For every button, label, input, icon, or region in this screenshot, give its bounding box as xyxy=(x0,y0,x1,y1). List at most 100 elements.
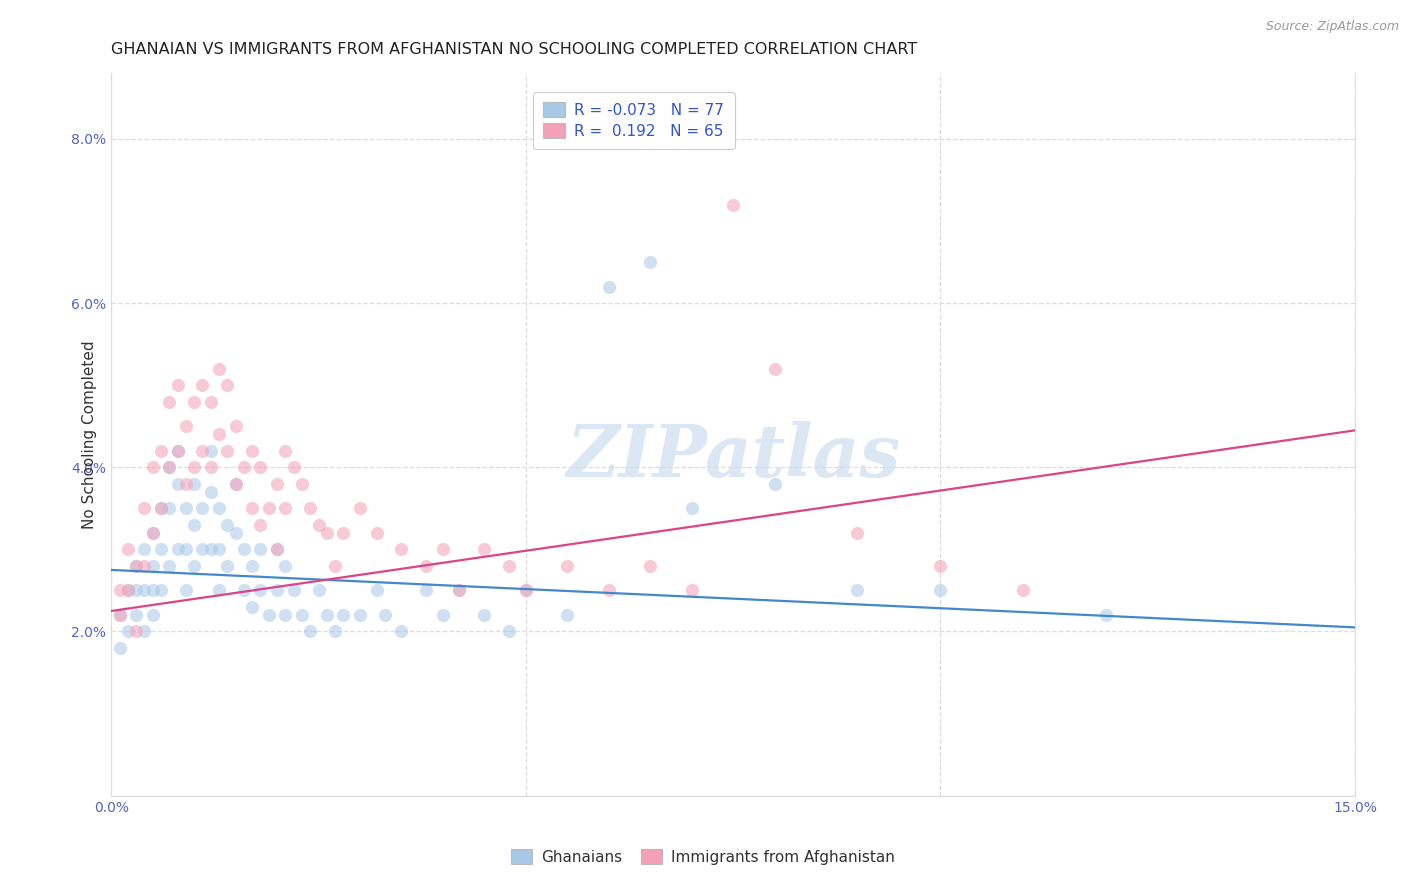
Point xyxy=(763,361,786,376)
Point xyxy=(200,394,222,409)
Point xyxy=(274,558,297,573)
Point xyxy=(134,501,156,516)
Point xyxy=(266,542,288,557)
Point xyxy=(174,419,197,434)
Point xyxy=(166,476,188,491)
Point xyxy=(249,542,271,557)
Point xyxy=(266,476,288,491)
Point xyxy=(217,558,239,573)
Point xyxy=(117,583,139,598)
Point xyxy=(134,583,156,598)
Point xyxy=(142,558,165,573)
Point xyxy=(157,501,180,516)
Point xyxy=(142,583,165,598)
Point xyxy=(125,624,148,639)
Point xyxy=(108,583,131,598)
Point xyxy=(391,624,413,639)
Y-axis label: No Schooling Completed: No Schooling Completed xyxy=(83,340,97,529)
Point xyxy=(299,501,322,516)
Point xyxy=(323,624,346,639)
Point xyxy=(208,583,231,598)
Point xyxy=(217,378,239,392)
Point xyxy=(108,640,131,655)
Point xyxy=(134,542,156,557)
Point xyxy=(108,608,131,623)
Point xyxy=(225,476,247,491)
Point xyxy=(681,501,703,516)
Point xyxy=(225,419,247,434)
Point xyxy=(217,443,239,458)
Point xyxy=(232,542,254,557)
Point xyxy=(157,460,180,475)
Point xyxy=(763,476,786,491)
Point xyxy=(257,608,280,623)
Point xyxy=(846,526,869,541)
Point xyxy=(374,608,396,623)
Point xyxy=(291,476,314,491)
Point xyxy=(157,558,180,573)
Point xyxy=(217,517,239,532)
Point xyxy=(391,542,413,557)
Point xyxy=(108,608,131,623)
Point xyxy=(240,599,263,614)
Point xyxy=(498,558,520,573)
Point xyxy=(721,197,744,211)
Point xyxy=(515,583,537,598)
Point xyxy=(449,583,471,598)
Point xyxy=(142,526,165,541)
Point xyxy=(208,501,231,516)
Point xyxy=(157,460,180,475)
Point xyxy=(208,542,231,557)
Point xyxy=(266,542,288,557)
Point xyxy=(232,460,254,475)
Point xyxy=(638,558,661,573)
Point xyxy=(174,476,197,491)
Point xyxy=(166,443,188,458)
Point xyxy=(366,583,388,598)
Point xyxy=(555,608,578,623)
Point xyxy=(183,517,205,532)
Point xyxy=(638,255,661,269)
Point xyxy=(432,542,454,557)
Point xyxy=(166,378,188,392)
Point xyxy=(323,558,346,573)
Point xyxy=(1012,583,1035,598)
Point xyxy=(174,542,197,557)
Point xyxy=(472,542,495,557)
Point xyxy=(283,583,305,598)
Point xyxy=(125,558,148,573)
Point xyxy=(208,427,231,442)
Point xyxy=(183,460,205,475)
Point xyxy=(125,583,148,598)
Point xyxy=(125,558,148,573)
Point xyxy=(225,476,247,491)
Point xyxy=(472,608,495,623)
Point xyxy=(332,608,354,623)
Point xyxy=(929,583,952,598)
Point xyxy=(274,608,297,623)
Point xyxy=(555,558,578,573)
Point xyxy=(249,517,271,532)
Point xyxy=(134,624,156,639)
Legend: R = -0.073   N = 77, R =  0.192   N = 65: R = -0.073 N = 77, R = 0.192 N = 65 xyxy=(533,92,734,150)
Point xyxy=(191,378,214,392)
Point xyxy=(208,361,231,376)
Point xyxy=(200,484,222,499)
Point xyxy=(200,460,222,475)
Point xyxy=(598,583,620,598)
Point xyxy=(449,583,471,598)
Point xyxy=(191,501,214,516)
Point xyxy=(415,583,437,598)
Point xyxy=(149,542,172,557)
Point xyxy=(366,526,388,541)
Text: Source: ZipAtlas.com: Source: ZipAtlas.com xyxy=(1265,20,1399,33)
Point xyxy=(166,542,188,557)
Point xyxy=(846,583,869,598)
Point xyxy=(240,443,263,458)
Point xyxy=(232,583,254,598)
Point xyxy=(249,460,271,475)
Point xyxy=(415,558,437,573)
Point xyxy=(929,558,952,573)
Point xyxy=(166,443,188,458)
Point xyxy=(315,526,337,541)
